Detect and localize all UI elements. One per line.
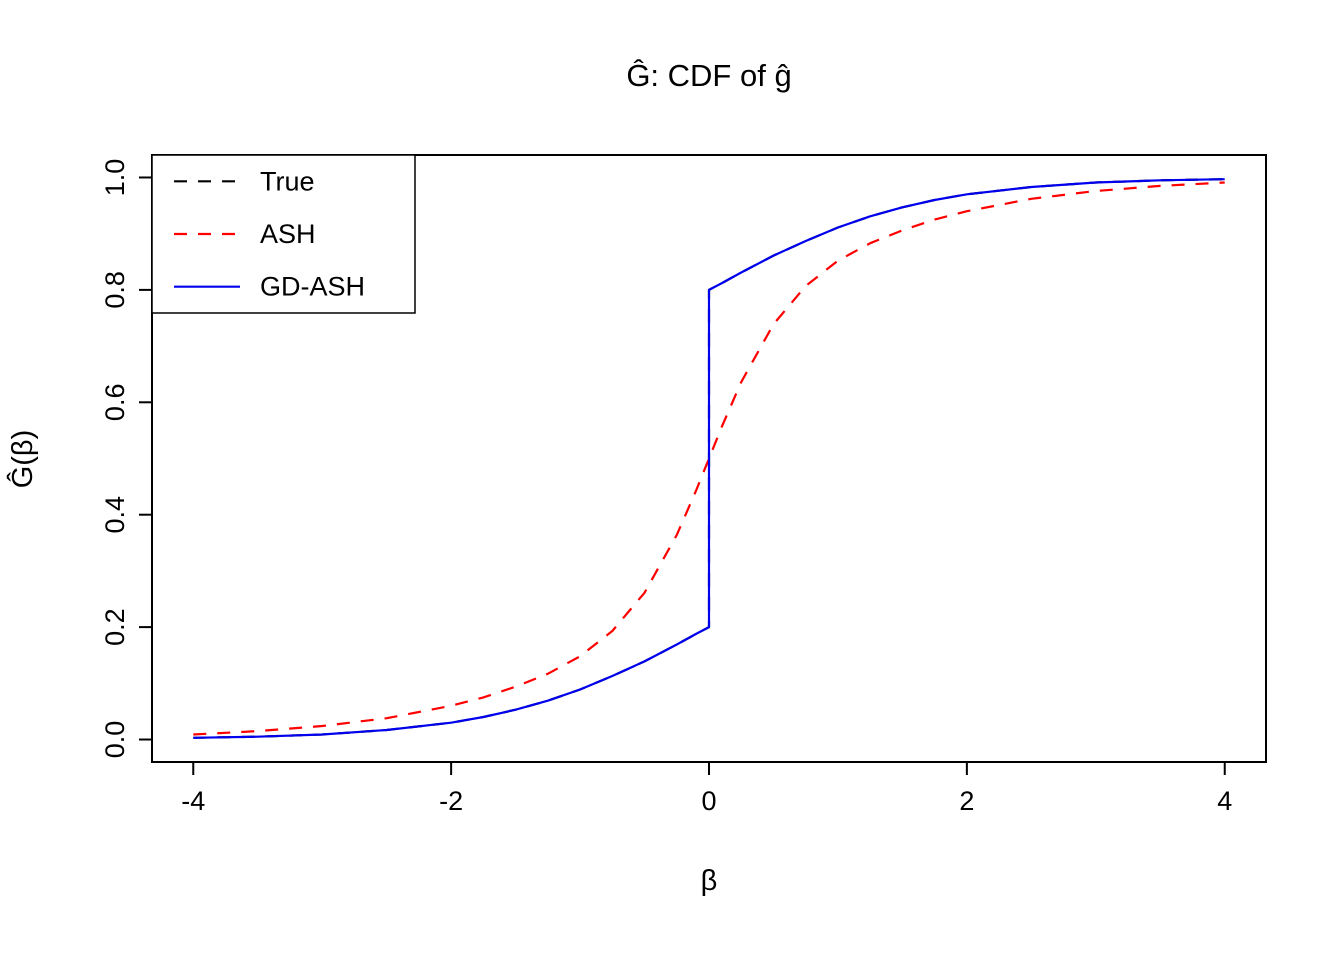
legend-label-gd-ash: GD-ASH bbox=[260, 272, 365, 302]
legend: True ASH GD-ASH bbox=[151, 154, 416, 314]
x-tick-label: -2 bbox=[439, 786, 463, 816]
y-axis: 0.0 0.2 0.4 0.6 0.8 1.0 bbox=[100, 159, 152, 759]
series-line-gd-ash bbox=[193, 178, 1225, 739]
x-tick-label: -4 bbox=[181, 786, 205, 816]
y-tick-label: 0.4 bbox=[100, 496, 130, 534]
y-axis-label: Ĝ(β) bbox=[5, 430, 39, 489]
y-tick-label: 1.0 bbox=[100, 159, 130, 197]
x-tick-label: 0 bbox=[701, 786, 716, 816]
series-line-ash bbox=[193, 181, 1225, 736]
legend-label-true: True bbox=[260, 166, 315, 196]
series-layer bbox=[193, 178, 1225, 739]
y-tick-label: 0.6 bbox=[100, 384, 130, 422]
x-axis: -4 -2 0 2 4 bbox=[181, 762, 1232, 816]
legend-label-ash: ASH bbox=[260, 219, 316, 249]
y-tick-label: 0.8 bbox=[100, 271, 130, 309]
y-tick-label: 0.2 bbox=[100, 608, 130, 646]
chart-title: Ĝ: CDF of ĝ bbox=[626, 58, 791, 93]
x-tick-label: 4 bbox=[1217, 786, 1232, 816]
y-tick-label: 0.0 bbox=[100, 721, 130, 759]
x-tick-label: 2 bbox=[959, 786, 974, 816]
x-axis-label: β bbox=[701, 865, 718, 897]
